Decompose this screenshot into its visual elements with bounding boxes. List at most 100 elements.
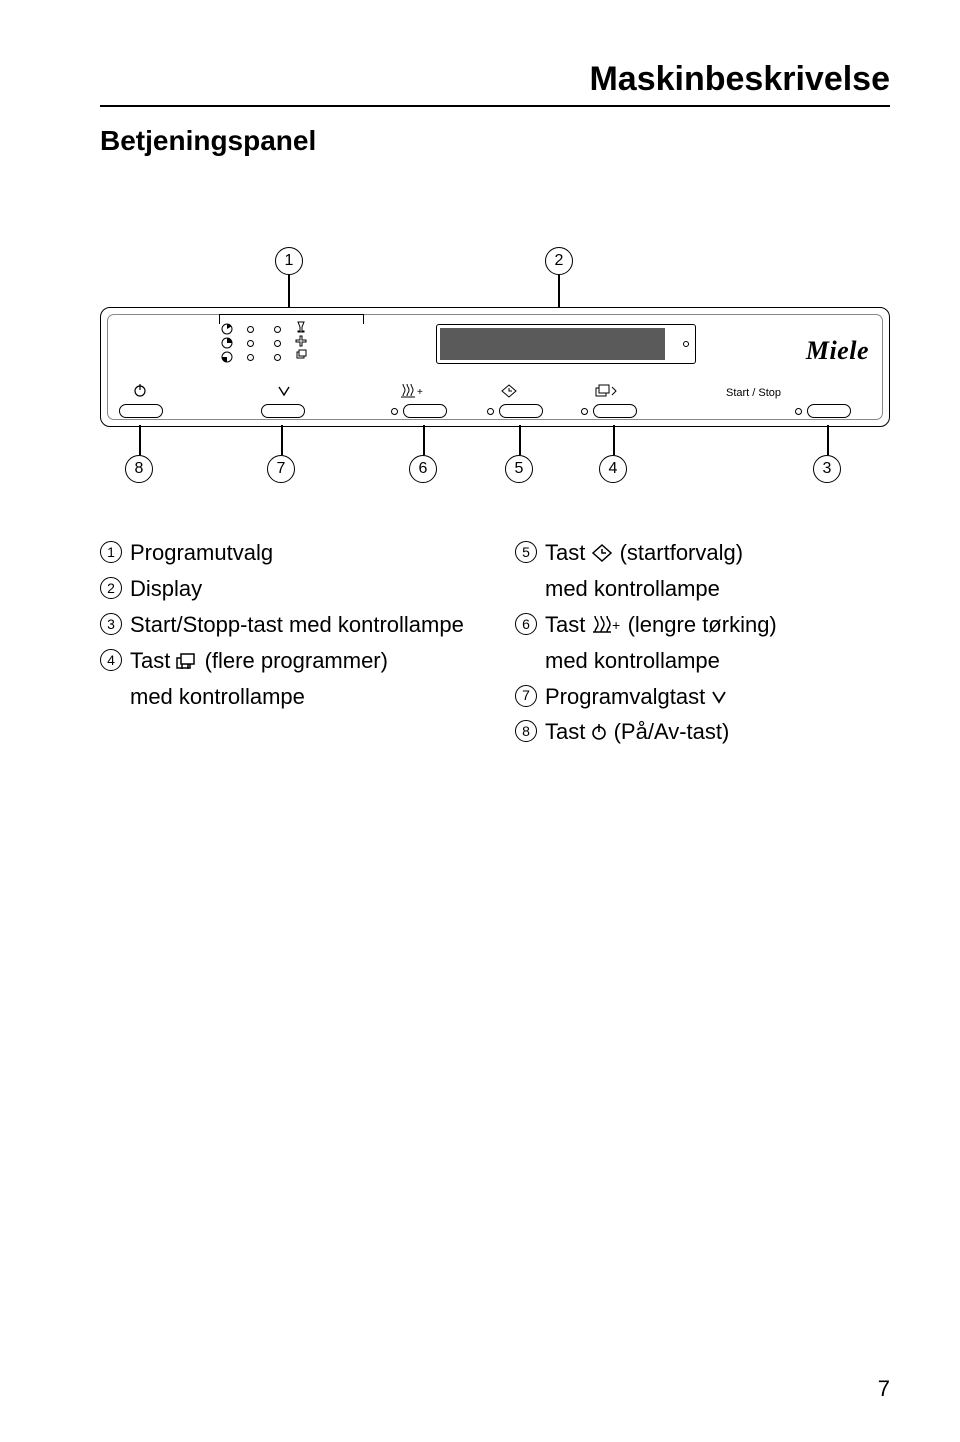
legend-4-pre: Tast xyxy=(130,648,176,673)
heat-plus-led xyxy=(391,408,398,415)
callout-3-line xyxy=(827,425,829,455)
diamond-icon xyxy=(591,544,613,562)
legend-text-3: Start/Stopp-tast med kontrollampe xyxy=(130,609,464,641)
page-number: 7 xyxy=(878,1376,890,1402)
legend-4-cont: med kontrollampe xyxy=(130,681,305,713)
led-dot xyxy=(247,340,254,347)
display-led xyxy=(683,341,689,347)
legend-text-7: Programvalgtast xyxy=(545,681,727,713)
legend-text-4: Tast (flere programmer) xyxy=(130,645,388,677)
start-stop-label: Start / Stop xyxy=(726,387,781,399)
legend-5-post: (startforvalg) xyxy=(620,540,743,565)
indicator-row-3 xyxy=(221,350,361,364)
callout-6: 6 xyxy=(409,455,437,483)
legend-right: 5 Tast (startforvalg) med kontrollampe 6… xyxy=(515,537,890,752)
power-button xyxy=(119,404,163,418)
delay-led xyxy=(487,408,494,415)
vee-icon xyxy=(278,384,290,400)
legend-item-6: 6 Tast + (lengre tørking) xyxy=(515,609,890,641)
start-stop-led xyxy=(795,408,802,415)
panels-icon xyxy=(176,652,198,670)
callout-5: 5 xyxy=(505,455,533,483)
callout-3: 3 xyxy=(813,455,841,483)
heat-plus-button xyxy=(403,404,447,418)
control-panel-diagram: 1 2 xyxy=(100,247,890,507)
legend-item-4-cont: med kontrollampe xyxy=(130,681,475,713)
legend-num-4: 4 xyxy=(100,649,122,671)
page-title: Maskinbeskrivelse xyxy=(100,60,890,99)
callout-4: 4 xyxy=(599,455,627,483)
phase-icon-1 xyxy=(221,323,233,335)
legend: 1 Programutvalg 2 Display 3 Start/Stopp-… xyxy=(100,537,890,752)
callout-1: 1 xyxy=(275,247,303,275)
callout-8: 8 xyxy=(125,455,153,483)
legend-item-8: 8 Tast (På/Av-tast) xyxy=(515,716,890,748)
brand-logo: Miele xyxy=(806,336,869,366)
callout-7-label: 7 xyxy=(277,460,286,478)
program-select-button xyxy=(261,404,305,418)
indicator-cluster xyxy=(221,322,361,364)
legend-item-3: 3 Start/Stopp-tast med kontrollampe xyxy=(100,609,475,641)
legend-text-8: Tast (På/Av-tast) xyxy=(545,716,729,748)
led-dot xyxy=(247,326,254,333)
legend-6-cont: med kontrollampe xyxy=(545,645,720,677)
panel-frame: Miele + xyxy=(100,307,890,427)
led-dot xyxy=(274,340,281,347)
display-screen-fill xyxy=(440,328,665,360)
vee-icon-legend xyxy=(711,688,727,706)
page-subtitle: Betjeningspanel xyxy=(100,125,890,157)
legend-5-pre: Tast xyxy=(545,540,591,565)
indicator-row-1 xyxy=(221,322,361,336)
legend-item-6-cont: med kontrollampe xyxy=(545,645,890,677)
legend-text-5: Tast (startforvalg) xyxy=(545,537,743,569)
page: Maskinbeskrivelse Betjeningspanel 1 2 xyxy=(0,0,960,1442)
more-programs-led xyxy=(581,408,588,415)
callout-1-label: 1 xyxy=(285,252,294,270)
legend-4-post: (flere programmer) xyxy=(205,648,388,673)
heat-plus-icon: + xyxy=(401,384,427,401)
heat-icon: + xyxy=(591,616,621,634)
start-stop-button xyxy=(807,404,851,418)
legend-item-1: 1 Programutvalg xyxy=(100,537,475,569)
power-icon xyxy=(133,383,147,400)
legend-item-2: 2 Display xyxy=(100,573,475,605)
legend-item-4: 4 Tast (flere programmer) xyxy=(100,645,475,677)
legend-item-5: 5 Tast (startforvalg) xyxy=(515,537,890,569)
led-dot xyxy=(274,326,281,333)
legend-num-2: 2 xyxy=(100,577,122,599)
callout-4-label: 4 xyxy=(609,460,618,478)
callout-2-label: 2 xyxy=(555,252,564,270)
divider xyxy=(100,105,890,107)
phase-icon-2 xyxy=(221,337,233,349)
legend-text-2: Display xyxy=(130,573,202,605)
legend-8-post: (På/Av-tast) xyxy=(614,719,730,744)
callout-8-line xyxy=(139,425,141,455)
more-programs-button xyxy=(593,404,637,418)
display-screen xyxy=(436,324,696,364)
callout-6-line xyxy=(423,425,425,455)
svg-text:+: + xyxy=(417,387,423,398)
legend-5-cont: med kontrollampe xyxy=(545,573,720,605)
panels-small-icon xyxy=(295,348,307,366)
callout-8-label: 8 xyxy=(135,460,144,478)
legend-num-1: 1 xyxy=(100,541,122,563)
callout-6-label: 6 xyxy=(419,460,428,478)
legend-left: 1 Programutvalg 2 Display 3 Start/Stopp-… xyxy=(100,537,475,752)
callout-7: 7 xyxy=(267,455,295,483)
power-icon-legend xyxy=(591,723,607,741)
callout-7-line xyxy=(281,425,283,455)
legend-item-7: 7 Programvalgtast xyxy=(515,681,890,713)
legend-num-3: 3 xyxy=(100,613,122,635)
phase-icon-3 xyxy=(221,351,233,363)
callout-2: 2 xyxy=(545,247,573,275)
callout-3-label: 3 xyxy=(823,460,832,478)
legend-num-8: 8 xyxy=(515,720,537,742)
legend-6-post: (lengre tørking) xyxy=(628,612,777,637)
indicator-row-2 xyxy=(221,336,361,350)
svg-text:+: + xyxy=(612,617,620,633)
legend-num-6: 6 xyxy=(515,613,537,635)
callout-5-label: 5 xyxy=(515,460,524,478)
delay-start-button xyxy=(499,404,543,418)
legend-text-6: Tast + (lengre tørking) xyxy=(545,609,777,641)
diamond-clock-icon xyxy=(501,384,517,401)
